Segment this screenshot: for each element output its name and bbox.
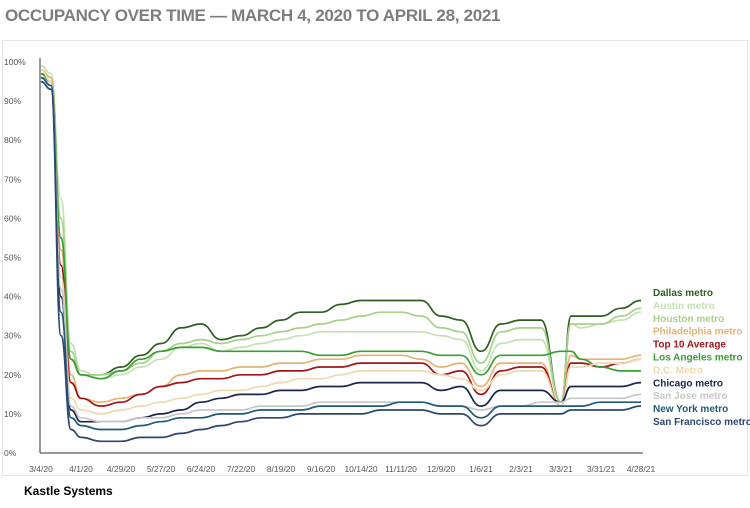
y-tick-label: 70% [4, 174, 21, 184]
y-tick-label: 100% [4, 57, 26, 67]
x-tick-label: 11/11/20 [385, 464, 417, 474]
series-line-new-york-metro [40, 76, 641, 431]
legend-item-top-10-average: Top 10 Average [653, 340, 726, 351]
legend-item-new-york-metro: New York metro [653, 404, 728, 415]
series-line-houston-metro [40, 68, 642, 404]
series-line-philadelphia-metro [40, 68, 642, 407]
x-tick-label: 8/19/20 [267, 464, 296, 474]
series-line-austin-metro [40, 65, 642, 404]
x-tick-label: 3/3/21 [549, 464, 573, 474]
series-line-san-jose-metro [40, 76, 642, 423]
legend-item-dallas-metro: Dallas metro [653, 288, 713, 299]
x-tick-label: 1/6/21 [469, 464, 493, 474]
series-line-d-c-metro [40, 68, 642, 415]
y-axis: 0% 10% 20% 30% 40% 50% 60% 70% 80% 90% 100% [4, 57, 41, 458]
x-tick-label: 12/9/20 [427, 464, 456, 474]
y-tick-label: 60% [4, 213, 21, 223]
legend-item-philadelphia-metro: Philadelphia metro [653, 327, 742, 338]
x-tick-label: 4/29/20 [107, 464, 136, 474]
series-lines [40, 65, 642, 443]
x-tick-label: 3/31/21 [587, 464, 616, 474]
y-tick-label: 50% [4, 253, 21, 263]
x-tick-label: 2/3/21 [509, 464, 533, 474]
x-axis: 3/4/20 4/1/20 4/29/20 5/27/20 6/24/20 7/22/20… [29, 452, 656, 474]
y-tick-label: 40% [4, 292, 21, 302]
legend: Dallas metro Austin metro Houston metro Phi… [653, 288, 750, 428]
legend-item-chicago-metro: Chicago metro [653, 378, 723, 389]
y-tick-label: 80% [4, 135, 21, 145]
source-label: Kastle Systems [24, 484, 113, 498]
series-line-san-francisco-metro [40, 80, 642, 443]
legend-item-houston-metro: Houston metro [653, 314, 724, 325]
x-tick-label: 6/24/20 [187, 464, 216, 474]
legend-item-austin-metro: Austin metro [653, 301, 715, 312]
legend-item-san-francisco-metro: San Francisco metro [653, 417, 750, 428]
y-tick-label: 10% [4, 409, 21, 419]
x-tick-label: 9/16/20 [307, 464, 336, 474]
series-line-los-angeles-metro [40, 72, 641, 380]
y-tick-label: 90% [4, 96, 21, 106]
chart-frame [2, 40, 748, 476]
x-tick-label: 3/4/20 [29, 464, 53, 474]
x-tick-label: 10/14/20 [344, 464, 377, 474]
chart-title: OCCUPANCY OVER TIME — MARCH 4, 2020 TO A… [5, 6, 501, 25]
legend-item-d-c-metro: D.C. Metro [653, 365, 703, 376]
legend-item-san-jose-metro: San Jose metro [653, 391, 727, 402]
x-tick-label: 4/28/21 [627, 464, 656, 474]
x-tick-label: 4/1/20 [69, 464, 93, 474]
series-line-top-10-average [40, 72, 642, 407]
series-line-chicago-metro [40, 76, 642, 423]
x-tick-label: 7/22/20 [227, 464, 256, 474]
legend-item-los-angeles-metro: Los Angeles metro [653, 353, 743, 364]
x-tick-label: 5/27/20 [147, 464, 176, 474]
y-tick-label: 30% [4, 331, 21, 341]
y-tick-label: 0% [4, 448, 17, 458]
y-tick-label: 20% [4, 370, 21, 380]
